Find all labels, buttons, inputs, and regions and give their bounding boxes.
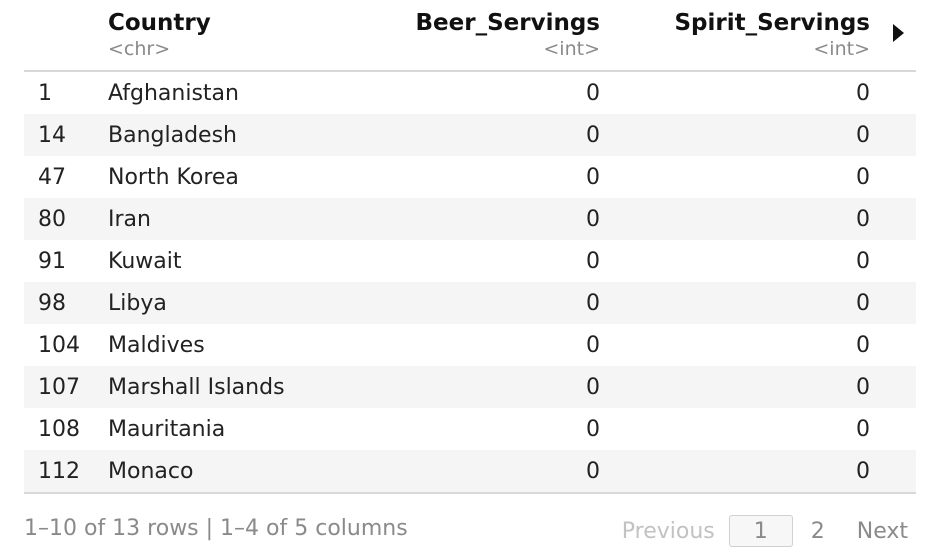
row-index: 108	[38, 417, 80, 442]
cell-beer-servings: 0	[586, 81, 600, 106]
cell-country: Marshall Islands	[108, 375, 285, 400]
column-header-country[interactable]: Country <chr>	[108, 8, 211, 60]
row-column-summary: 1–10 of 13 rows | 1–4 of 5 columns	[24, 516, 408, 541]
row-index: 112	[38, 459, 80, 484]
row-index: 104	[38, 333, 80, 358]
row-index: 91	[38, 249, 66, 274]
table-row: 1 Afghanistan 0 0	[24, 72, 916, 114]
cell-beer-servings: 0	[586, 333, 600, 358]
page-1-button[interactable]: 1	[728, 515, 793, 547]
row-index: 14	[38, 123, 66, 148]
table-body: 1 Afghanistan 0 0 14 Bangladesh 0 0 47 N…	[24, 72, 916, 492]
table-row: 112 Monaco 0 0	[24, 450, 916, 492]
column-header-beer-servings[interactable]: Beer_Servings <int>	[416, 8, 600, 60]
next-columns-triangle-right-icon[interactable]	[893, 24, 904, 42]
column-name: Country	[108, 10, 211, 36]
cell-spirit-servings: 0	[856, 123, 870, 148]
row-index: 1	[38, 81, 52, 106]
column-type: <int>	[813, 38, 870, 60]
cell-spirit-servings: 0	[856, 249, 870, 274]
table-header: Country <chr> Beer_Servings <int> Spirit…	[24, 0, 916, 72]
cell-beer-servings: 0	[586, 123, 600, 148]
cell-country: Afghanistan	[108, 81, 239, 106]
cell-country: Maldives	[108, 333, 205, 358]
cell-country: North Korea	[108, 165, 239, 190]
table-footer: 1–10 of 13 rows | 1–4 of 5 columns Previ…	[24, 510, 916, 550]
cell-beer-servings: 0	[586, 375, 600, 400]
cell-beer-servings: 0	[586, 417, 600, 442]
page-2-button[interactable]: 2	[810, 518, 825, 544]
cell-country: Iran	[108, 207, 151, 232]
table-row: 80 Iran 0 0	[24, 198, 916, 240]
pagination: Previous 1 2 Next	[622, 514, 908, 548]
previous-page-button[interactable]: Previous	[621, 518, 715, 544]
table-row: 107 Marshall Islands 0 0	[24, 366, 916, 408]
cell-spirit-servings: 0	[856, 207, 870, 232]
column-header-spirit-servings[interactable]: Spirit_Servings <int>	[674, 8, 870, 60]
table-row: 47 North Korea 0 0	[24, 156, 916, 198]
cell-country: Monaco	[108, 459, 194, 484]
cell-spirit-servings: 0	[856, 417, 870, 442]
cell-country: Bangladesh	[108, 123, 237, 148]
cell-beer-servings: 0	[586, 165, 600, 190]
cell-beer-servings: 0	[586, 249, 600, 274]
data-table: Country <chr> Beer_Servings <int> Spirit…	[24, 0, 916, 494]
table-row: 91 Kuwait 0 0	[24, 240, 916, 282]
cell-country: Libya	[108, 291, 167, 316]
row-index: 47	[38, 165, 66, 190]
table-row: 14 Bangladesh 0 0	[24, 114, 916, 156]
row-index: 80	[38, 207, 66, 232]
column-type: <chr>	[108, 38, 171, 60]
table-row: 104 Maldives 0 0	[24, 324, 916, 366]
next-page-button[interactable]: Next	[856, 518, 908, 544]
cell-spirit-servings: 0	[856, 291, 870, 316]
cell-beer-servings: 0	[586, 459, 600, 484]
cell-spirit-servings: 0	[856, 459, 870, 484]
cell-country: Kuwait	[108, 249, 182, 274]
cell-country: Mauritania	[108, 417, 226, 442]
cell-spirit-servings: 0	[856, 375, 870, 400]
cell-beer-servings: 0	[586, 291, 600, 316]
row-index: 107	[38, 375, 80, 400]
column-name: Beer_Servings	[415, 10, 600, 36]
table-row: 108 Mauritania 0 0	[24, 408, 916, 450]
cell-spirit-servings: 0	[856, 165, 870, 190]
cell-beer-servings: 0	[586, 207, 600, 232]
column-type: <int>	[543, 38, 600, 60]
cell-spirit-servings: 0	[856, 333, 870, 358]
row-index: 98	[38, 291, 66, 316]
table-row: 98 Libya 0 0	[24, 282, 916, 324]
table-bottom-border	[24, 492, 916, 494]
column-name: Spirit_Servings	[674, 10, 870, 36]
cell-spirit-servings: 0	[856, 81, 870, 106]
